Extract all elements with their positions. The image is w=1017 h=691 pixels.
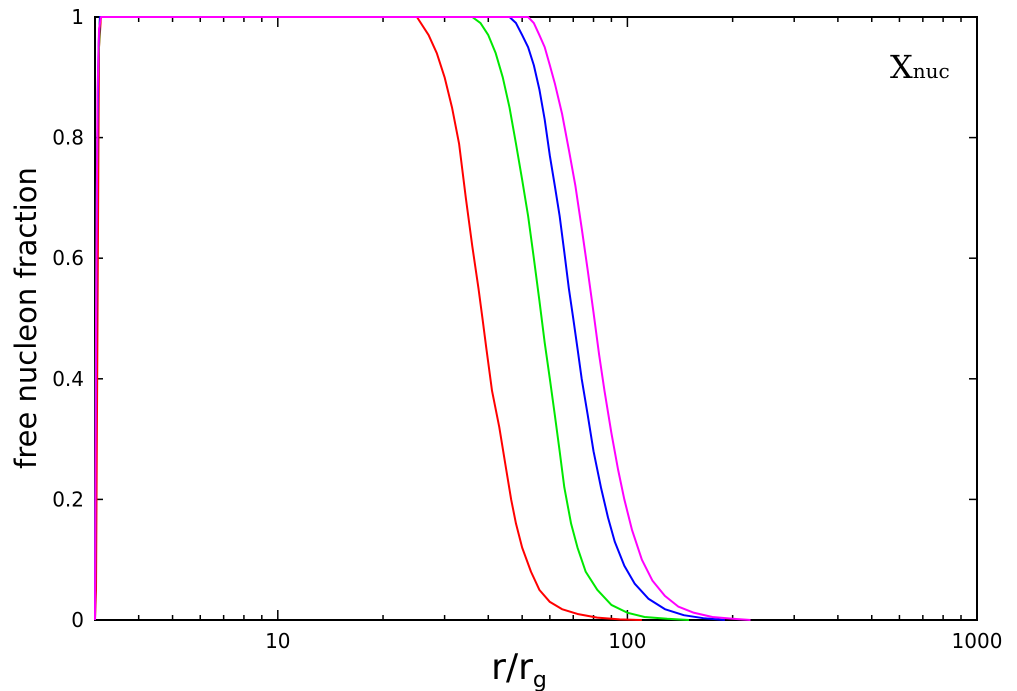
y-tick-label: 1	[71, 5, 84, 29]
x-tick-label: 10	[265, 629, 290, 653]
x-tick-label: 100	[608, 629, 646, 653]
y-tick-label: 0.4	[52, 367, 84, 391]
series-line-4	[94, 16, 751, 621]
annotation-main: X	[890, 48, 913, 86]
plot-frame	[94, 16, 978, 621]
series-group	[94, 16, 751, 621]
series-line-3	[94, 16, 725, 621]
x-axis-title: r/rg	[491, 647, 547, 691]
ticks	[94, 16, 977, 621]
x-axis-title-subscript: g	[533, 668, 547, 691]
series-line-2	[94, 16, 690, 621]
y-tick-label: 0	[71, 608, 84, 632]
x-axis-title-main: r/r	[491, 647, 533, 688]
y-axis-title: free nucleon fraction	[9, 167, 43, 469]
tick-labels: 10 100 1000 0 0.2 0.4 0.6 0.8 1	[52, 5, 1002, 653]
y-tick-label: 0.6	[52, 246, 84, 270]
y-tick-label: 0.8	[52, 126, 84, 150]
y-tick-label: 0.2	[52, 487, 84, 511]
annotation-label: Xnuc	[890, 48, 950, 86]
annotation-subscript: nuc	[913, 59, 950, 83]
x-tick-label: 1000	[952, 629, 1003, 653]
